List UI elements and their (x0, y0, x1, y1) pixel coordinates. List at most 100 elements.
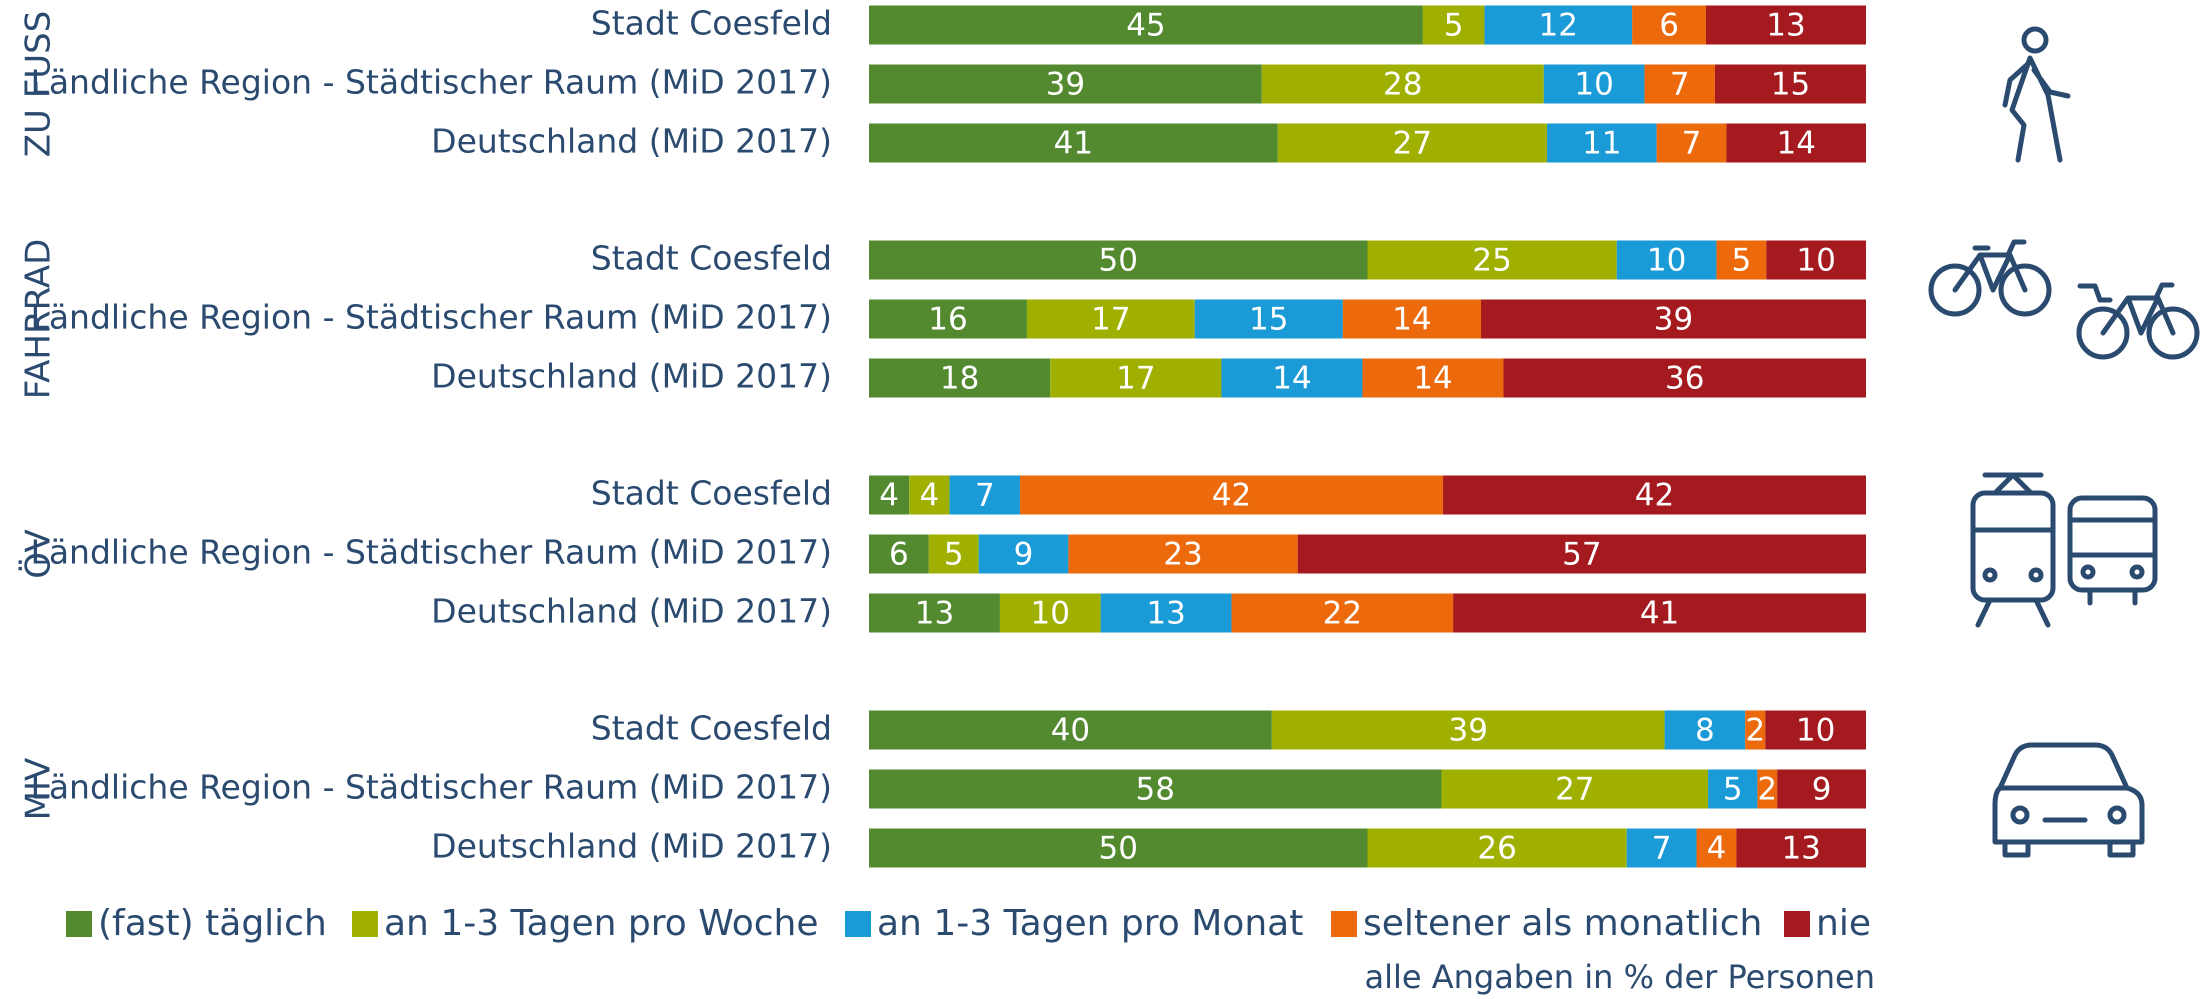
value-label: 27 (1393, 126, 1432, 162)
value-label: 14 (1272, 361, 1311, 397)
bar-segment (1696, 828, 1737, 868)
value-label: 41 (1640, 596, 1679, 632)
value-label: 10 (1796, 243, 1835, 279)
category-label: Deutschland (MiD 2017) (431, 827, 832, 866)
bar-segment (1546, 123, 1657, 163)
bar-segment (869, 828, 1368, 868)
bar-segment (869, 240, 1368, 280)
value-label: 10 (1796, 713, 1835, 749)
group-label: ZU FUSS (19, 11, 59, 158)
value-label: 9 (1812, 772, 1832, 808)
value-label: 7 (1682, 126, 1702, 162)
bar-segment (978, 534, 1069, 574)
bar-segment (1481, 299, 1866, 339)
icon-bicycle (1928, 239, 2200, 360)
category-label: Stadt Coesfeld (591, 709, 832, 748)
value-label: 9 (1014, 537, 1034, 573)
bar-segment (1422, 5, 1485, 45)
bar-segment (1644, 64, 1715, 104)
bar-segment (1757, 769, 1778, 809)
bar-segment (1026, 299, 1195, 339)
value-label: 39 (1046, 67, 1085, 103)
category-label: Deutschland (MiD 2017) (431, 357, 832, 396)
value-label: 17 (1116, 361, 1155, 397)
value-label: 13 (1766, 8, 1805, 44)
group-label: FAHRRAD (19, 239, 59, 400)
icon-walk (2002, 26, 2071, 163)
legend-label: an 1-3 Tagen pro Woche (384, 903, 819, 944)
bar-segment (1362, 358, 1504, 398)
value-label: 42 (1212, 478, 1251, 514)
value-label: 11 (1582, 126, 1621, 162)
value-label: 41 (1054, 126, 1093, 162)
category-label: Stadt Coesfeld (591, 239, 832, 278)
bar-segment (1068, 534, 1298, 574)
legend-swatch (845, 911, 871, 937)
value-label: 4 (1707, 831, 1727, 867)
legend-swatch (352, 911, 378, 937)
bar-segment (1231, 593, 1454, 633)
bar-segment (1342, 299, 1482, 339)
legend-swatch (1784, 911, 1810, 937)
value-label: 14 (1413, 361, 1452, 397)
bar-segment (1708, 769, 1758, 809)
bar-segment (999, 593, 1101, 633)
bar-segment (909, 475, 950, 515)
bar-segment (949, 475, 1021, 515)
value-label: 16 (928, 302, 967, 338)
value-label: 6 (889, 537, 909, 573)
icon-tram-bus (1970, 472, 2158, 628)
category-label: Deutschland (MiD 2017) (431, 592, 832, 631)
value-label: 39 (1448, 713, 1487, 749)
value-label: 5 (1444, 8, 1464, 44)
bar-segment (1664, 710, 1746, 750)
value-label: 14 (1392, 302, 1431, 338)
bar-segment (1626, 828, 1697, 868)
value-label: 13 (915, 596, 954, 632)
bar-segment (1656, 123, 1727, 163)
value-label: 5 (1732, 243, 1752, 279)
value-label: 13 (1146, 596, 1185, 632)
value-label: 4 (879, 478, 899, 514)
category-label: Deutschland (MiD 2017) (431, 122, 832, 161)
value-label: 50 (1099, 831, 1138, 867)
bar-segment (1020, 475, 1444, 515)
value-label: 5 (1723, 772, 1743, 808)
bar-segment (869, 475, 910, 515)
bar-segment (869, 299, 1027, 339)
group-label: MIV (19, 758, 59, 821)
value-label: 4 (920, 478, 940, 514)
bar-segment (869, 123, 1278, 163)
bar-segment (1543, 64, 1645, 104)
group-label: ÖV (18, 529, 59, 578)
value-label: 39 (1654, 302, 1693, 338)
value-label: 12 (1539, 8, 1578, 44)
category-label: Ländliche Region - Städtischer Raum (MiD… (30, 298, 832, 337)
bar-segment (1765, 710, 1866, 750)
bar-segment (869, 358, 1051, 398)
bar-segment (1705, 5, 1866, 45)
value-label: 22 (1323, 596, 1362, 632)
bar-segment (1367, 240, 1617, 280)
value-label: 28 (1383, 67, 1422, 103)
value-label: 2 (1745, 713, 1765, 749)
value-label: 15 (1771, 67, 1810, 103)
value-label: 10 (1647, 243, 1686, 279)
category-label: Stadt Coesfeld (591, 4, 832, 43)
bar-segment (1261, 64, 1544, 104)
bar-segment (1736, 828, 1866, 868)
bar-segment (1777, 769, 1866, 809)
bar-segment (869, 593, 1000, 633)
category-label: Ländliche Region - Städtischer Raum (MiD… (30, 63, 832, 102)
bar-segment (1050, 358, 1222, 398)
bar-segment (1367, 828, 1627, 868)
value-label: 7 (975, 478, 995, 514)
bar-segment (1766, 240, 1866, 280)
value-label: 14 (1776, 126, 1815, 162)
value-label: 36 (1665, 361, 1704, 397)
bar-segment (1441, 769, 1709, 809)
legend-label: (fast) täglich (98, 903, 327, 944)
value-label: 50 (1099, 243, 1138, 279)
bar-segment (1632, 5, 1706, 45)
